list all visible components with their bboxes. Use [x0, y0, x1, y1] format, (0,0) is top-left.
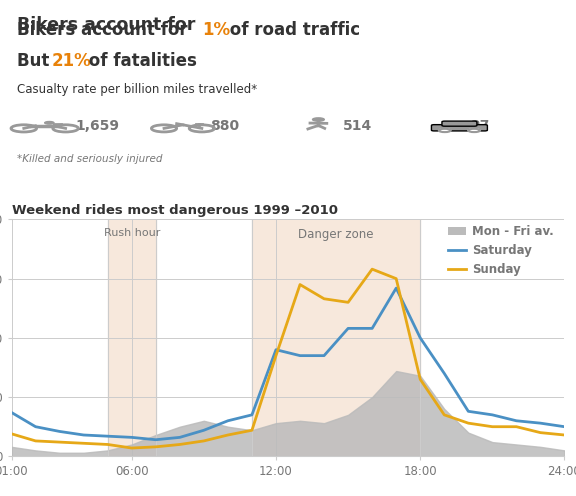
Text: 21%: 21% [52, 52, 92, 70]
Text: *Killed and seriously injured: *Killed and seriously injured [17, 154, 162, 164]
Text: Danger zone: Danger zone [298, 228, 374, 241]
Circle shape [439, 129, 450, 132]
Text: of fatalities: of fatalities [84, 52, 197, 70]
Text: 1%: 1% [202, 21, 230, 39]
Circle shape [45, 122, 54, 124]
Text: 1,659: 1,659 [75, 119, 119, 133]
Text: Bikers account for: Bikers account for [17, 21, 194, 39]
Text: 880: 880 [211, 119, 240, 133]
Text: Weekend rides most dangerous 1999 –2010: Weekend rides most dangerous 1999 –2010 [12, 204, 338, 217]
Text: Bikers account for: Bikers account for [17, 16, 202, 34]
Legend: Mon - Fri av., Saturday, Sunday: Mon - Fri av., Saturday, Sunday [444, 221, 559, 281]
Text: Casualty rate per billion miles travelled*: Casualty rate per billion miles travelle… [17, 83, 257, 96]
FancyBboxPatch shape [431, 124, 487, 131]
Circle shape [313, 118, 324, 121]
Text: Bikers account for 1%: Bikers account for 1% [17, 16, 231, 34]
Text: But: But [17, 52, 55, 70]
Text: 514: 514 [343, 119, 373, 133]
Circle shape [468, 129, 480, 132]
Text: of road traffic: of road traffic [225, 21, 361, 39]
Text: Rush hour: Rush hour [104, 228, 160, 238]
Text: 27: 27 [471, 119, 490, 133]
Bar [252, 219, 420, 456]
Bar [108, 219, 156, 456]
FancyBboxPatch shape [442, 121, 477, 126]
